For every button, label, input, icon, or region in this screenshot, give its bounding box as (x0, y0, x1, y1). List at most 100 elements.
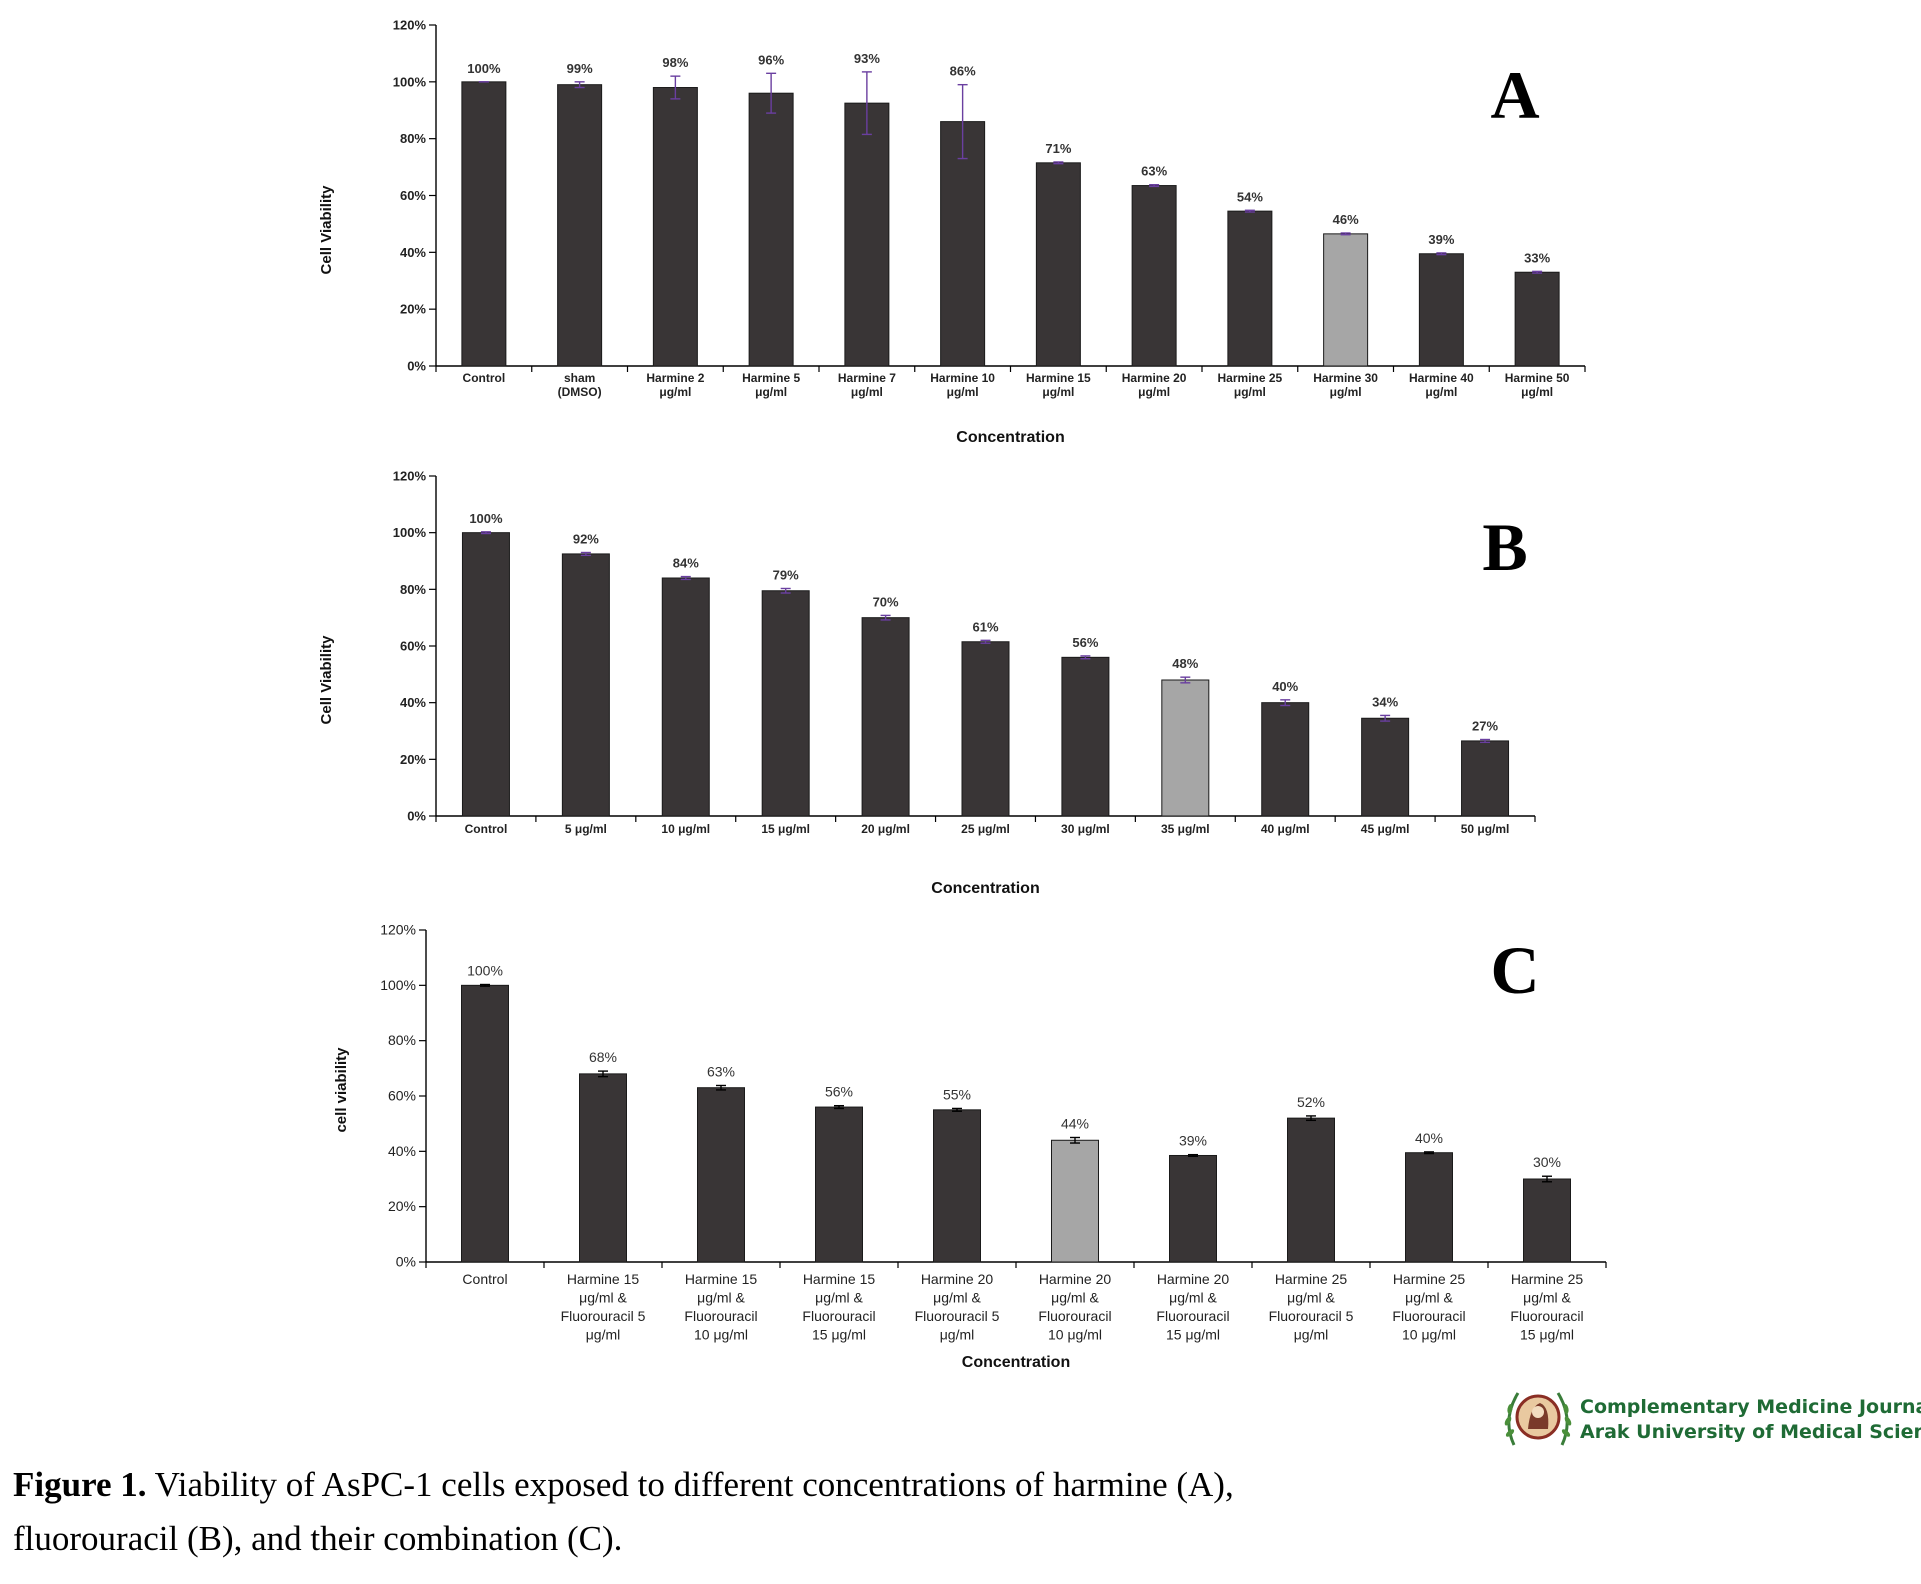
bar (557, 84, 603, 367)
x-category-label: μg/ml & (1523, 1290, 1571, 1306)
x-category-label: Harmine 20 (1122, 371, 1187, 385)
y-tick-label: 100% (393, 525, 427, 540)
bar (961, 641, 1010, 817)
x-category-label: Harmine 50 (1505, 371, 1570, 385)
x-category-label: μg/ml & (933, 1290, 981, 1306)
x-category-label: Harmine 25 (1275, 1271, 1348, 1287)
x-category-label: μg/ml (1042, 385, 1074, 399)
x-category-label: 10 μg/ml (661, 822, 710, 836)
data-label: 39% (1179, 1133, 1207, 1149)
data-label: 98% (662, 55, 688, 70)
y-tick-label: 80% (400, 131, 426, 146)
data-label: 39% (1428, 232, 1454, 247)
x-category-label: Fluorouracil 5 (1269, 1308, 1354, 1324)
bar (1405, 1152, 1453, 1263)
x-category-label: Harmine 25 (1218, 371, 1283, 385)
data-label: 55% (943, 1086, 971, 1102)
bar (1361, 717, 1410, 817)
data-label: 48% (1172, 656, 1198, 671)
x-category-label: μg/ml & (815, 1290, 863, 1306)
y-tick-label: 0% (407, 359, 426, 374)
y-tick-label: 80% (388, 1032, 416, 1048)
x-category-label: 10 μg/ml (1402, 1327, 1456, 1343)
y-tick-label: 20% (400, 752, 426, 767)
bar (1523, 1178, 1571, 1263)
data-label: 70% (873, 594, 899, 609)
x-category-label: Harmine 15 (685, 1271, 758, 1287)
x-axis-title: Concentration (956, 429, 1064, 446)
x-category-label: μg/ml & (1051, 1290, 1099, 1306)
bar (1418, 253, 1464, 367)
bar (1051, 1139, 1099, 1263)
data-label: 63% (707, 1063, 735, 1079)
bar (933, 1109, 981, 1263)
y-tick-label: 60% (400, 639, 426, 654)
x-category-label: Control (463, 371, 506, 385)
x-category-label: Harmine 20 (1157, 1271, 1230, 1287)
x-category-label: μg/ml (659, 385, 691, 399)
bar (652, 87, 698, 367)
data-label: 96% (758, 52, 784, 67)
bar (461, 81, 507, 367)
laurel-seal-icon (1504, 1392, 1572, 1446)
data-label: 63% (1141, 164, 1167, 179)
bar (579, 1073, 627, 1263)
figure-caption: Figure 1. Viability of AsPC-1 cells expo… (13, 1458, 1313, 1566)
y-tick-label: 0% (407, 809, 426, 824)
x-category-label: μg/ml (1521, 385, 1553, 399)
x-category-label: μg/ml (1294, 1327, 1329, 1343)
bar (461, 984, 509, 1263)
bar (1035, 162, 1081, 367)
data-label: 71% (1045, 141, 1071, 156)
x-category-label: Harmine 5 (742, 371, 800, 385)
x-category-label: μg/ml (1138, 385, 1170, 399)
x-category-label: Control (465, 822, 508, 836)
x-axis-title: Concentration (962, 1354, 1070, 1371)
y-tick-label: 100% (393, 74, 427, 89)
x-category-label: μg/ml (940, 1327, 975, 1343)
x-category-label: Harmine 30 (1313, 371, 1378, 385)
x-category-label: 25 μg/ml (961, 822, 1010, 836)
x-category-label: 5 μg/ml (565, 822, 607, 836)
y-tick-label: 100% (380, 977, 416, 993)
bar (1323, 233, 1369, 367)
data-label: 40% (1272, 679, 1298, 694)
bar (1261, 702, 1310, 817)
figure-charts: 0% 20% 40% 60% 80% 100% 120% 100% Control 99% sham… (318, 18, 1607, 1371)
data-label: 33% (1524, 250, 1550, 265)
x-category-label: 15 μg/ml (761, 822, 810, 836)
x-category-label: μg/ml & (1405, 1290, 1453, 1306)
x-category-label: μg/ml & (1287, 1290, 1335, 1306)
x-category-label: 35 μg/ml (1161, 822, 1210, 836)
bar (1131, 185, 1177, 367)
bar (561, 553, 610, 817)
x-category-label: Harmine 40 (1409, 371, 1474, 385)
data-label: 27% (1472, 719, 1498, 734)
bar (844, 102, 890, 367)
x-category-label: 20 μg/ml (861, 822, 910, 836)
panel-letter: A (1490, 57, 1539, 133)
bar (815, 1106, 863, 1263)
y-tick-label: 120% (393, 469, 427, 484)
y-tick-label: 60% (400, 188, 426, 203)
x-category-label: Harmine 10 (930, 371, 995, 385)
x-category-label: Fluorouracil (1038, 1308, 1111, 1324)
data-label: 99% (567, 61, 593, 76)
x-category-label: sham (564, 371, 595, 385)
y-tick-label: 120% (393, 18, 427, 33)
y-tick-label: 120% (380, 922, 416, 938)
y-tick-label: 20% (388, 1198, 416, 1214)
x-category-label: Fluorouracil (1156, 1308, 1229, 1324)
data-label: 44% (1061, 1116, 1089, 1132)
x-category-label: Harmine 7 (838, 371, 896, 385)
bar (861, 617, 910, 817)
caption-text: Viability of AsPC-1 cells exposed to dif… (13, 1465, 1234, 1558)
y-axis-title: Cell Viability (318, 185, 335, 275)
data-label: 92% (573, 532, 599, 547)
data-label: 68% (589, 1049, 617, 1065)
x-category-label: Fluorouracil 5 (561, 1308, 646, 1324)
x-category-label: Harmine 20 (921, 1271, 994, 1287)
caption-label: Figure 1. (13, 1465, 147, 1504)
y-axis-title: Cell Viability (318, 635, 335, 725)
y-tick-label: 40% (400, 245, 426, 260)
